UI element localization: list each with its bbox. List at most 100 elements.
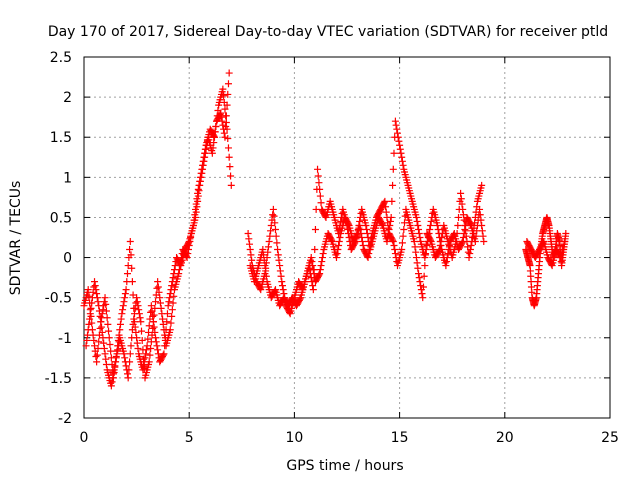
- data-point: [358, 238, 366, 246]
- y-tick-label: -0.5: [45, 291, 72, 307]
- data-point: [111, 362, 119, 370]
- data-point: [398, 239, 406, 247]
- data-point: [307, 256, 315, 264]
- data-point: [396, 141, 404, 149]
- data-point: [91, 282, 99, 290]
- data-point: [168, 306, 176, 314]
- data-point: [169, 299, 177, 307]
- y-tick-label: -1.5: [45, 371, 72, 387]
- data-point: [156, 294, 164, 302]
- data-point: [466, 246, 474, 254]
- data-point: [408, 195, 416, 203]
- data-point: [153, 284, 161, 292]
- data-point: [399, 161, 407, 169]
- data-point: [220, 92, 228, 100]
- data-point: [177, 258, 185, 266]
- data-point: [138, 327, 146, 335]
- data-point: [124, 262, 132, 270]
- data-point: [212, 123, 220, 131]
- data-point: [316, 185, 324, 193]
- data-series-5: [523, 238, 569, 270]
- data-point: [245, 235, 253, 243]
- data-point: [88, 299, 96, 307]
- data-point: [389, 181, 397, 189]
- data-point: [145, 328, 153, 336]
- data-point: [351, 239, 359, 247]
- data-point: [478, 221, 486, 229]
- data-point: [153, 342, 161, 350]
- data-point: [267, 227, 275, 235]
- data-point: [107, 347, 115, 355]
- data-point: [473, 203, 481, 211]
- data-point: [468, 238, 476, 246]
- data-point: [126, 246, 134, 254]
- x-tick-label: 5: [185, 430, 194, 446]
- data-point: [315, 179, 323, 187]
- data-point: [95, 302, 103, 310]
- data-point: [168, 312, 176, 320]
- data-point: [122, 362, 130, 370]
- data-point: [145, 322, 153, 330]
- y-tick-label: 1.5: [50, 130, 72, 146]
- data-point: [221, 133, 229, 141]
- data-point: [123, 370, 131, 378]
- data-point: [271, 287, 279, 295]
- y-tick-label: -1: [58, 331, 72, 347]
- y-tick-label: 1: [63, 170, 72, 186]
- data-series-3: [246, 165, 486, 310]
- data-point: [419, 283, 427, 291]
- data-point: [271, 225, 279, 233]
- data-point: [435, 247, 443, 255]
- data-point: [123, 270, 131, 278]
- data-point: [561, 232, 569, 240]
- data-point: [247, 251, 255, 259]
- data-point: [109, 370, 117, 378]
- data-point: [200, 157, 208, 165]
- data-points: [80, 69, 570, 390]
- data-point: [454, 221, 462, 229]
- data-point: [295, 296, 303, 304]
- data-point: [314, 172, 322, 180]
- data-point: [133, 298, 141, 306]
- data-point: [458, 239, 466, 247]
- data-point: [458, 200, 466, 208]
- data-point: [526, 243, 534, 251]
- data-point: [395, 137, 403, 145]
- data-point: [126, 358, 134, 366]
- data-point: [184, 250, 192, 258]
- data-point: [528, 288, 536, 296]
- data-point: [110, 366, 118, 374]
- data-point: [130, 315, 138, 323]
- data-point: [357, 229, 365, 237]
- data-point: [316, 192, 324, 200]
- data-point: [466, 250, 474, 258]
- data-point: [384, 219, 392, 227]
- data-point: [246, 240, 254, 248]
- data-point: [210, 132, 218, 140]
- data-point: [414, 221, 422, 229]
- data-point: [277, 272, 285, 280]
- data-point: [184, 246, 192, 254]
- data-point: [377, 219, 385, 227]
- data-point: [201, 153, 209, 161]
- data-point: [248, 256, 256, 264]
- data-point: [278, 278, 286, 286]
- data-point: [274, 251, 282, 259]
- data-point: [121, 290, 129, 298]
- data-point: [397, 248, 405, 256]
- data-point: [125, 366, 133, 374]
- data-point: [411, 243, 419, 251]
- data-point: [436, 242, 444, 250]
- data-point: [534, 274, 542, 282]
- data-point: [276, 267, 284, 275]
- data-point: [462, 227, 470, 235]
- data-point: [94, 298, 102, 306]
- data-point: [438, 234, 446, 241]
- data-point: [194, 197, 202, 205]
- data-point: [478, 227, 486, 235]
- data-point: [543, 251, 551, 259]
- data-point: [415, 225, 423, 233]
- data-point: [227, 181, 235, 189]
- data-point: [98, 323, 106, 331]
